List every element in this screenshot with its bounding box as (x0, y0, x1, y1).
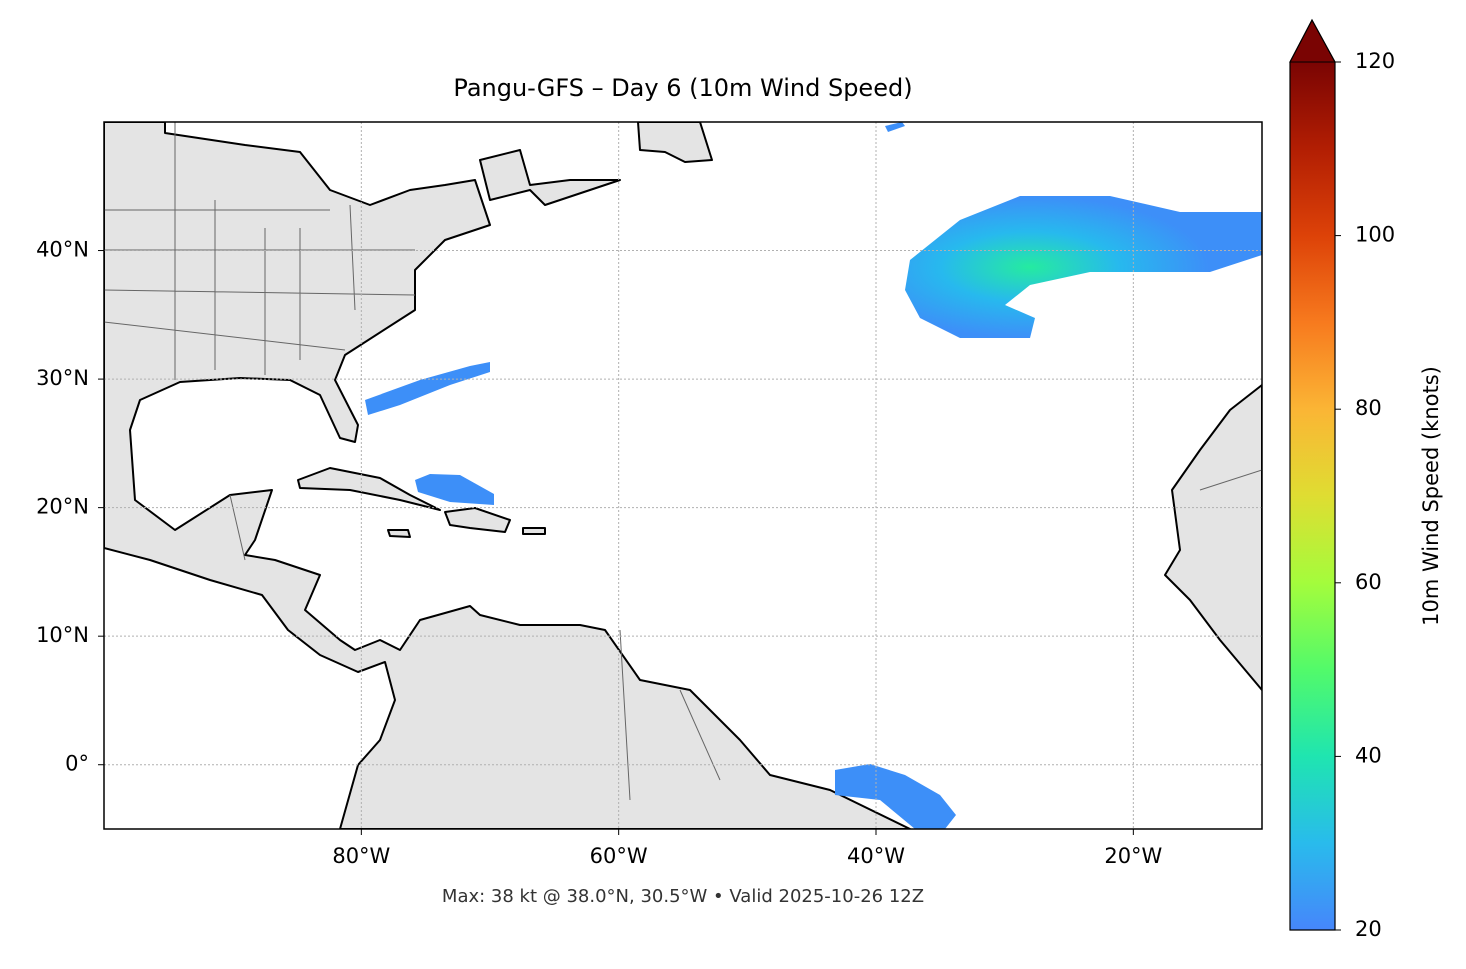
colorbar-label: 10m Wind Speed (knots) (1419, 366, 1443, 626)
wind-swath-north (905, 196, 1262, 338)
land-jamaica (387, 529, 411, 538)
colorbar-tick-label: 80 (1355, 396, 1382, 420)
wind-swath-bahamas (415, 474, 494, 505)
colorbar-frame (1289, 18, 1336, 931)
x-tick-label: 60°W (590, 844, 648, 868)
state-borders (104, 122, 1262, 801)
land-maritimes (479, 149, 621, 206)
y-tick-label: 0° (65, 752, 89, 776)
y-tick-label: 40°N (36, 238, 89, 262)
x-tick-label: 80°W (332, 844, 390, 868)
map-area (104, 122, 1262, 829)
x-tick-label: 20°W (1104, 844, 1162, 868)
y-tick-label: 30°N (36, 366, 89, 390)
wind-swath-south (835, 764, 956, 829)
chart-title: Pangu-GFS – Day 6 (10m Wind Speed) (453, 74, 912, 102)
wind-swath-top (885, 122, 905, 132)
y-tick-label: 10°N (36, 623, 89, 647)
colorbar-tick-label: 100 (1355, 223, 1395, 247)
colorbar (1290, 62, 1335, 930)
colorbar-tick-label: 120 (1355, 49, 1395, 73)
wind-swath-florida (365, 362, 490, 415)
land-cuba (297, 467, 441, 511)
map-frame (103, 121, 1263, 830)
land-newfoundland (637, 122, 713, 163)
land-puerto-rico (522, 527, 546, 535)
y-tick-label: 20°N (36, 495, 89, 519)
colorbar-tick-label: 40 (1355, 743, 1382, 767)
land-hispaniola (444, 507, 511, 533)
colorbar-extend (1289, 18, 1336, 63)
land-americas (104, 122, 911, 829)
x-tick-label: 40°W (847, 844, 905, 868)
land-africa (1164, 384, 1262, 691)
colorbar-tick-label: 20 (1355, 917, 1382, 941)
colorbar-tick-label: 60 (1355, 570, 1382, 594)
footnote: Max: 38 kt @ 38.0°N, 30.5°W • Valid 2025… (442, 886, 924, 907)
